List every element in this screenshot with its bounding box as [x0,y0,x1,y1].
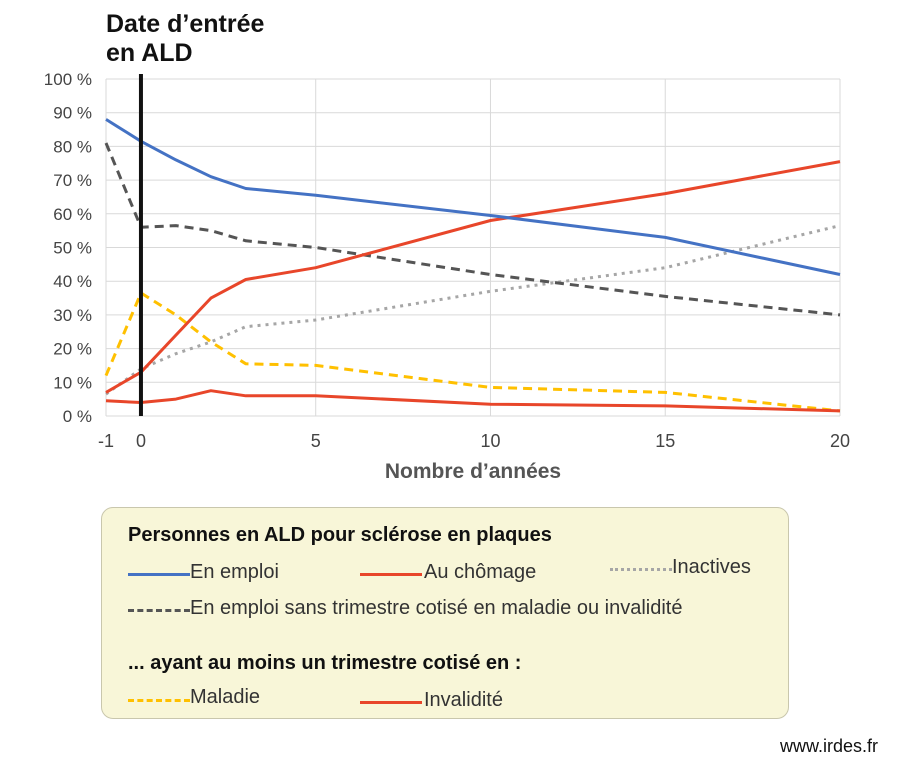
x-tick-labels: -1 0 5 10 15 20 [98,431,850,451]
grid [105,78,841,417]
x-tick-label: 10 [480,431,500,451]
y-tick-label: 80 % [53,137,92,156]
y-tick-label: 30 % [53,306,92,325]
y-tick-label: 0 % [63,407,92,426]
x-tick-label: 0 [136,431,146,451]
y-tick-label: 10 % [53,373,92,392]
legend-title: Personnes en ALD pour sclérose en plaque… [128,524,552,546]
x-tick-label: 20 [830,431,850,451]
source-url: www.irdes.fr [779,736,878,756]
y-tick-label: 40 % [53,272,92,291]
annotation-line-2: en ALD [106,39,193,67]
y-tick-labels: 0 % 10 % 20 % 30 % 40 % 50 % 60 % 70 % 80 % 90 % 1… [44,70,92,426]
legend-label-en-emploi-sans-trimestre: En emploi sans trimestre cotisé en malad… [190,597,683,619]
legend-swatch-invalidite [360,701,422,704]
x-tick-label: 15 [655,431,675,451]
legend-label-en-emploi: En emploi [190,561,279,583]
x-axis-label: Nombre d’années [385,460,561,483]
annotation-line-1: Date d’entrée [106,10,265,38]
legend-subtitle: ... ayant au moins un trimestre cotisé e… [128,652,522,674]
series-line-2 [105,224,841,396]
legend-label-invalidite: Invalidité [424,689,503,711]
series-line-1 [105,160,841,394]
series-line-5 [105,389,841,413]
legend-label-au-chomage: Au chômage [424,561,537,583]
y-tick-label: 60 % [53,205,92,224]
y-tick-label: 90 % [53,104,92,123]
series-line-3 [104,142,841,317]
x-tick-label: 5 [311,431,321,451]
series-line-4 [104,291,841,413]
legend-label-maladie: Maladie [190,686,261,708]
legend-swatch-en-emploi-sans-trimestre [128,609,190,612]
y-tick-label: 50 % [53,239,92,258]
x-tick-label: -1 [98,431,114,451]
y-tick-label: 100 % [44,70,92,89]
legend-swatch-maladie [128,699,190,702]
y-tick-label: 20 % [53,340,92,359]
legend-swatch-en-emploi [128,573,190,576]
entry-date-annotation: Date d’entrée en ALD [106,10,264,68]
legend: Personnes en ALD pour sclérose en plaque… [101,507,789,719]
series-line-0 [105,118,841,276]
legend-swatch-au-chomage [360,573,422,576]
legend-label-inactives: Inactives [672,556,751,578]
line-chart: 0 % 10 % 20 % 30 % 40 % 50 % 60 % 70 % 80 % 90 % 1… [44,70,850,483]
legend-swatch-inactives [610,568,672,571]
y-tick-label: 70 % [53,171,92,190]
series-lines [104,118,841,413]
